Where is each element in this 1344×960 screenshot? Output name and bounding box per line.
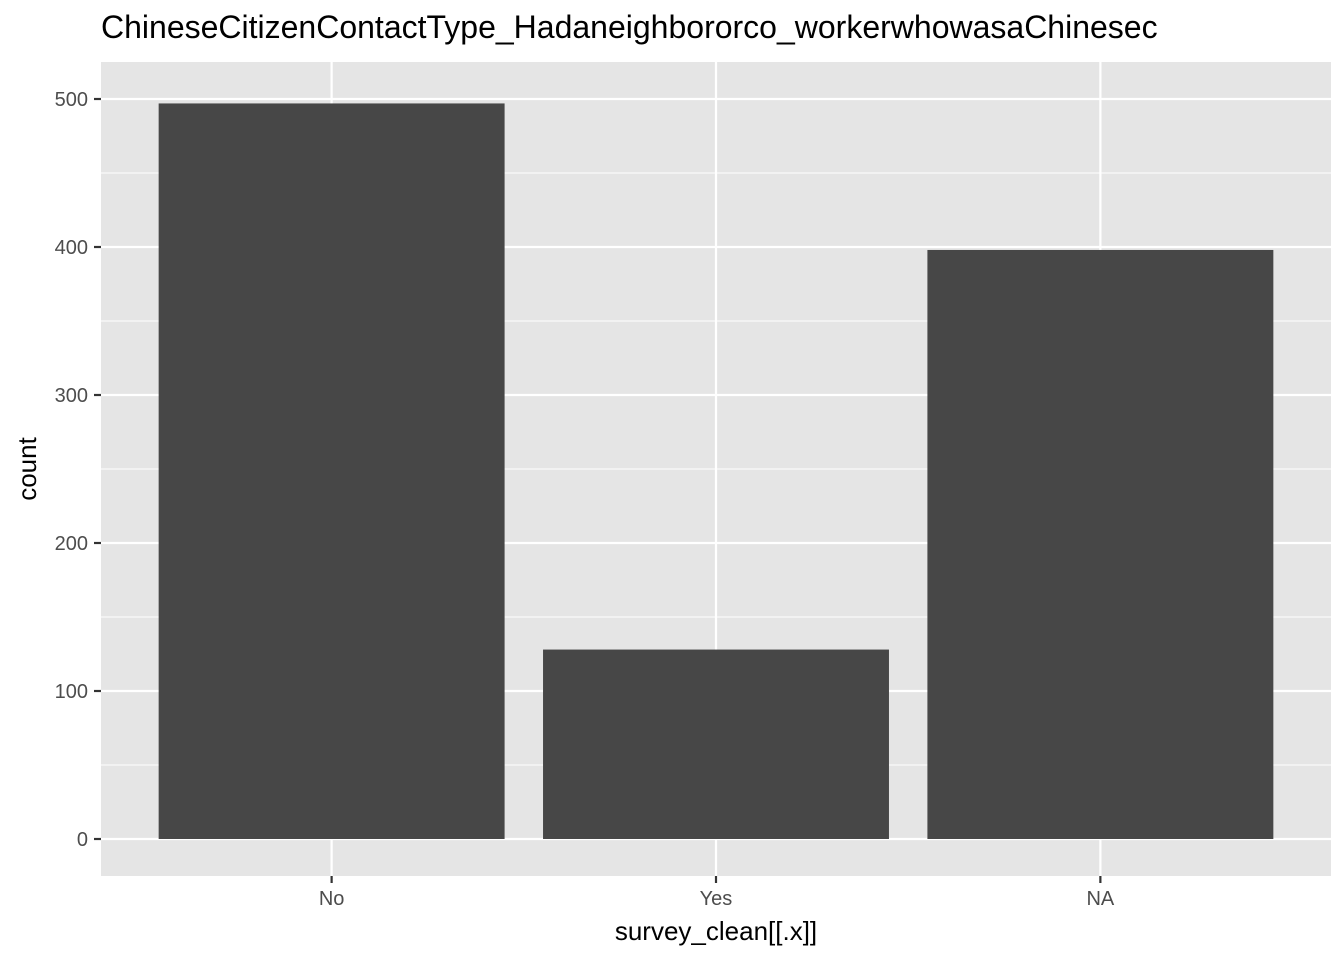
chart-title: ChineseCitizenContactType_Hadaneighboror… <box>101 9 1158 45</box>
y-axis-title: count <box>12 436 42 500</box>
x-axis: No Yes NA <box>319 876 1115 910</box>
bar-na <box>927 249 1274 839</box>
y-tick-label: 200 <box>55 533 88 555</box>
y-tick-label: 400 <box>55 237 88 259</box>
y-tick-label: 300 <box>55 385 88 407</box>
y-tick-label: 500 <box>55 89 88 111</box>
bar-no <box>158 103 505 839</box>
x-tick-label: Yes <box>700 888 733 910</box>
x-tick-label: No <box>319 888 345 910</box>
y-tick-label: 0 <box>77 829 88 851</box>
bar-yes <box>543 649 889 839</box>
x-tick-label: NA <box>1086 888 1114 910</box>
y-axis: 0 100 200 300 400 500 <box>55 89 101 851</box>
y-tick-label: 100 <box>55 681 88 703</box>
x-axis-title: survey_clean[[.x]] <box>615 916 817 946</box>
bars <box>158 103 1274 839</box>
